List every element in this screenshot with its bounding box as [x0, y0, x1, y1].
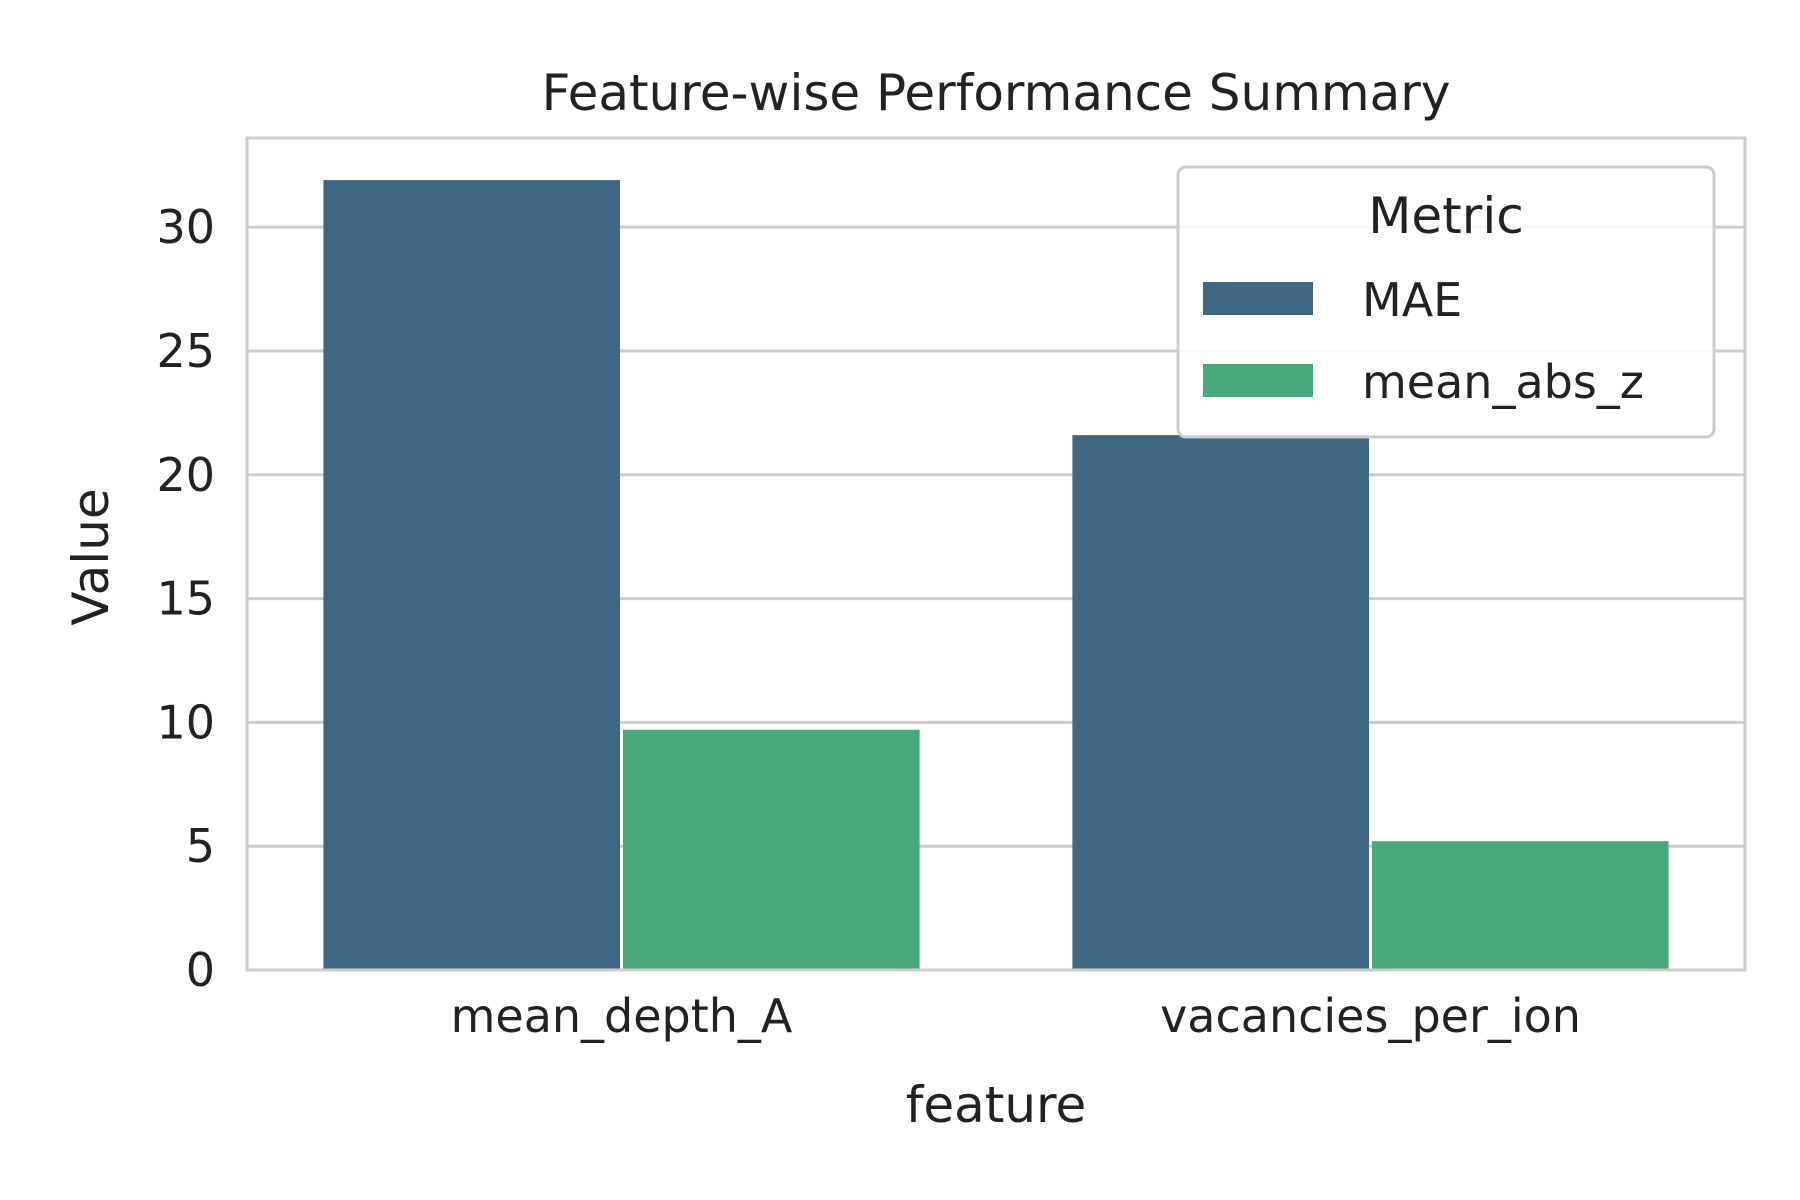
y-tick-label-10: 10	[156, 695, 215, 749]
y-tick-label-0: 0	[186, 943, 215, 997]
legend-swatch-mean-abs-z	[1203, 364, 1313, 397]
bar-mean-abs-z-vacancies-per-ion	[1372, 841, 1669, 970]
y-tick-label-30: 30	[156, 200, 215, 254]
bar-mae-vacancies-per-ion	[1072, 435, 1369, 971]
x-tick-label-vacancies-per-ion: vacancies_per_ion	[1160, 989, 1581, 1043]
legend-title: Metric	[1368, 187, 1523, 245]
bar-mean-abs-z-mean-depth-a	[623, 729, 920, 970]
y-tick-label-25: 25	[156, 324, 215, 378]
bar-mae-mean-depth-a	[323, 180, 620, 971]
legend-swatch-mae	[1203, 282, 1313, 315]
y-tick-label-15: 15	[156, 572, 215, 626]
bars	[323, 180, 1669, 971]
y-tick-labels: 0 5 10 15 20 25 30	[156, 200, 215, 997]
x-tick-labels: mean_depth_A vacancies_per_ion	[451, 989, 1581, 1043]
plot-frame	[245, 136, 1747, 972]
x-tick-label-mean-depth-a: mean_depth_A	[451, 989, 793, 1043]
chart-title: Feature-wise Performance Summary	[542, 64, 1451, 122]
y-tick-label-5: 5	[186, 819, 215, 873]
y-tick-label-20: 20	[156, 448, 215, 502]
y-axis-label: Value	[62, 488, 120, 625]
legend: Metric MAE mean_abs_z	[1176, 165, 1716, 439]
legend-label-mae: MAE	[1362, 273, 1462, 327]
x-axis-label: feature	[906, 1076, 1087, 1134]
legend-label-mean-abs-z: mean_abs_z	[1362, 355, 1644, 409]
